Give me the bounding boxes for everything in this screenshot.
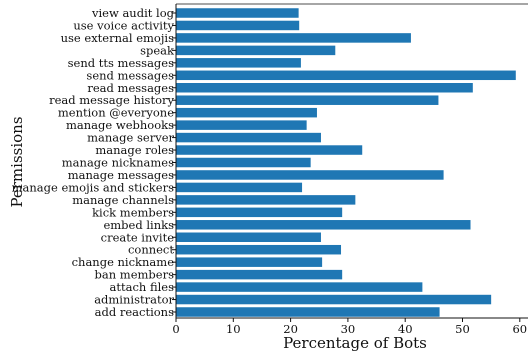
axes-layer (175, 3, 528, 319)
y-tick-label: attach files (109, 280, 174, 294)
x-tick-label: 0 (172, 322, 179, 336)
bar (176, 207, 343, 218)
bar (176, 33, 411, 43)
y-tick-label: manage nicknames (62, 156, 174, 170)
x-tick-label: 20 (283, 322, 298, 336)
bar (176, 58, 301, 68)
y-axis-title: Permissions (8, 116, 26, 207)
y-tick-label: change nickname (72, 255, 175, 269)
bar (176, 294, 492, 305)
bar (176, 269, 343, 280)
y-tick-label: read messages (87, 81, 174, 95)
x-ticks: 0 10 20 30 40 50 60 (172, 318, 527, 336)
y-tick-label: administrator (94, 293, 174, 307)
x-tick-label: 40 (398, 322, 413, 336)
y-tick-label: manage messages (68, 168, 174, 182)
y-tick-label: embed links (103, 218, 174, 232)
bar (176, 232, 321, 242)
bar (176, 107, 317, 118)
x-tick-label: 50 (455, 322, 470, 336)
y-tick-label: create invite (101, 230, 175, 244)
y-tick-label: use external emojis (61, 31, 174, 45)
y-tick-label: mention @everyone (58, 106, 174, 120)
bar (176, 95, 439, 105)
y-tick-label: kick members (92, 205, 174, 219)
y-tick-label: send tts messages (68, 56, 174, 70)
y-tick-label: read message history (49, 93, 174, 107)
bar (176, 132, 321, 143)
y-tick-label: manage emojis and stickers (12, 180, 174, 194)
y-tick-label: add reactions (95, 305, 174, 319)
y-tick-label: manage server (87, 131, 174, 145)
bar (176, 244, 342, 255)
y-tick-label: manage roles (95, 143, 174, 157)
bar (176, 45, 336, 56)
bar (176, 282, 423, 292)
y-tick-label: connect (128, 243, 174, 257)
bar (176, 8, 299, 18)
bar (176, 120, 307, 130)
y-tick-label: manage channels (72, 193, 174, 207)
bar (176, 20, 300, 31)
bar (176, 83, 473, 93)
bars-layer (176, 8, 516, 317)
bar (176, 145, 363, 155)
bar (176, 307, 440, 317)
y-tick-label: manage webhooks (66, 118, 174, 132)
x-tick-label: 10 (226, 322, 241, 336)
bar (176, 257, 323, 267)
bar (176, 182, 303, 193)
bar (176, 170, 444, 180)
y-tick-label: ban members (95, 268, 175, 282)
x-tick-label: 60 (512, 322, 527, 336)
y-tick-label: speak (140, 43, 175, 57)
bar (176, 195, 356, 205)
bar (176, 220, 471, 230)
y-tick-label: use voice activity (73, 18, 174, 32)
x-axis-title: Percentage of Bots (283, 334, 427, 352)
y-tick-label: view audit log (91, 6, 175, 20)
bar (176, 157, 311, 168)
bar (176, 70, 516, 81)
x-tick-label: 30 (341, 322, 356, 336)
y-tick-label: send messages (86, 68, 174, 82)
